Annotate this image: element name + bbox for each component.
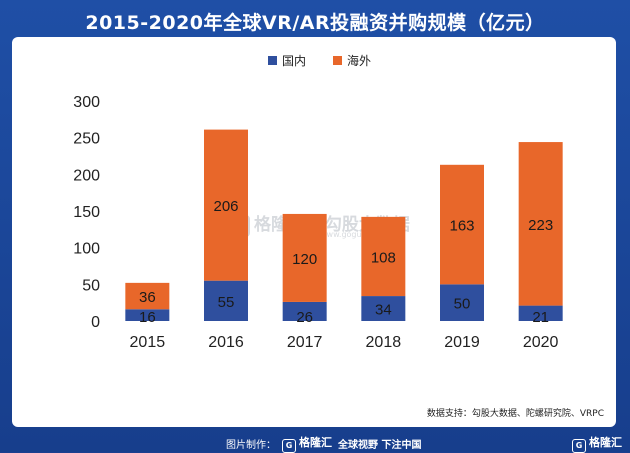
data-label: 223 <box>528 217 553 234</box>
footer-corner-brand: G 格隆汇 <box>572 434 622 453</box>
data-label: 206 <box>213 198 238 215</box>
legend-swatch <box>333 56 342 65</box>
data-label: 34 <box>375 302 392 319</box>
y-tick-label: 300 <box>73 94 100 111</box>
footer-brand-text: 格隆汇 <box>299 436 332 449</box>
legend-label: 海外 <box>347 53 371 68</box>
bar-overseas <box>282 213 327 302</box>
y-tick-label: 150 <box>73 204 100 221</box>
y-tick-label: 0 <box>91 314 100 331</box>
legend-label: 国内 <box>282 54 306 68</box>
data-label: 120 <box>292 251 317 268</box>
x-tick-label: 2016 <box>208 334 244 351</box>
footer-logo-icon: G <box>282 439 296 453</box>
bar-domestic <box>282 301 327 321</box>
bar-overseas <box>361 216 406 297</box>
data-label: 26 <box>296 309 313 326</box>
bar-overseas <box>204 129 248 281</box>
bar-domestic <box>518 305 563 321</box>
x-tick-label: 2017 <box>287 334 323 351</box>
corner-logo-icon: G <box>572 439 586 453</box>
bar-domestic <box>204 280 248 321</box>
corner-brand-text: 格隆汇 <box>589 436 622 449</box>
x-tick-label: 2020 <box>523 334 559 351</box>
data-label: 50 <box>454 296 471 313</box>
x-tick-label: 2019 <box>444 334 480 351</box>
data-label: 16 <box>139 309 156 326</box>
y-tick-label: 50 <box>82 277 100 294</box>
bar-domestic <box>361 296 406 321</box>
bar-overseas <box>440 164 484 285</box>
watermark-url: www.gogudata.com <box>320 230 400 239</box>
footer-brand: G 格隆汇 <box>282 434 332 453</box>
bar-overseas <box>125 282 170 310</box>
x-tick-label: 2015 <box>130 334 166 351</box>
legend-swatch <box>268 56 277 65</box>
data-label: 163 <box>449 218 474 235</box>
footer-slogan: 全球视野 下注中国 <box>338 440 422 451</box>
data-source: 数据支持：勾股大数据、陀螺研究院、VRPC <box>426 409 604 419</box>
y-tick-label: 100 <box>73 241 100 258</box>
x-tick-label: 2018 <box>366 334 402 351</box>
data-label: 108 <box>371 249 396 266</box>
bar-overseas <box>518 142 563 306</box>
data-label: 21 <box>532 309 549 326</box>
y-tick-label: 250 <box>73 131 100 148</box>
bar-domestic <box>440 284 484 321</box>
y-tick-label: 200 <box>73 167 100 184</box>
chart-title: 2015-2020年全球VR/AR投融资并购规模（亿元） <box>85 12 545 34</box>
data-label: 55 <box>218 294 235 311</box>
footer-bar: 图片制作： G 格隆汇 全球视野 下注中国 G 格隆汇 <box>0 430 630 453</box>
data-label: 36 <box>139 289 156 306</box>
footer-made-by: 图片制作： <box>226 440 276 451</box>
bar-domestic <box>125 309 170 321</box>
